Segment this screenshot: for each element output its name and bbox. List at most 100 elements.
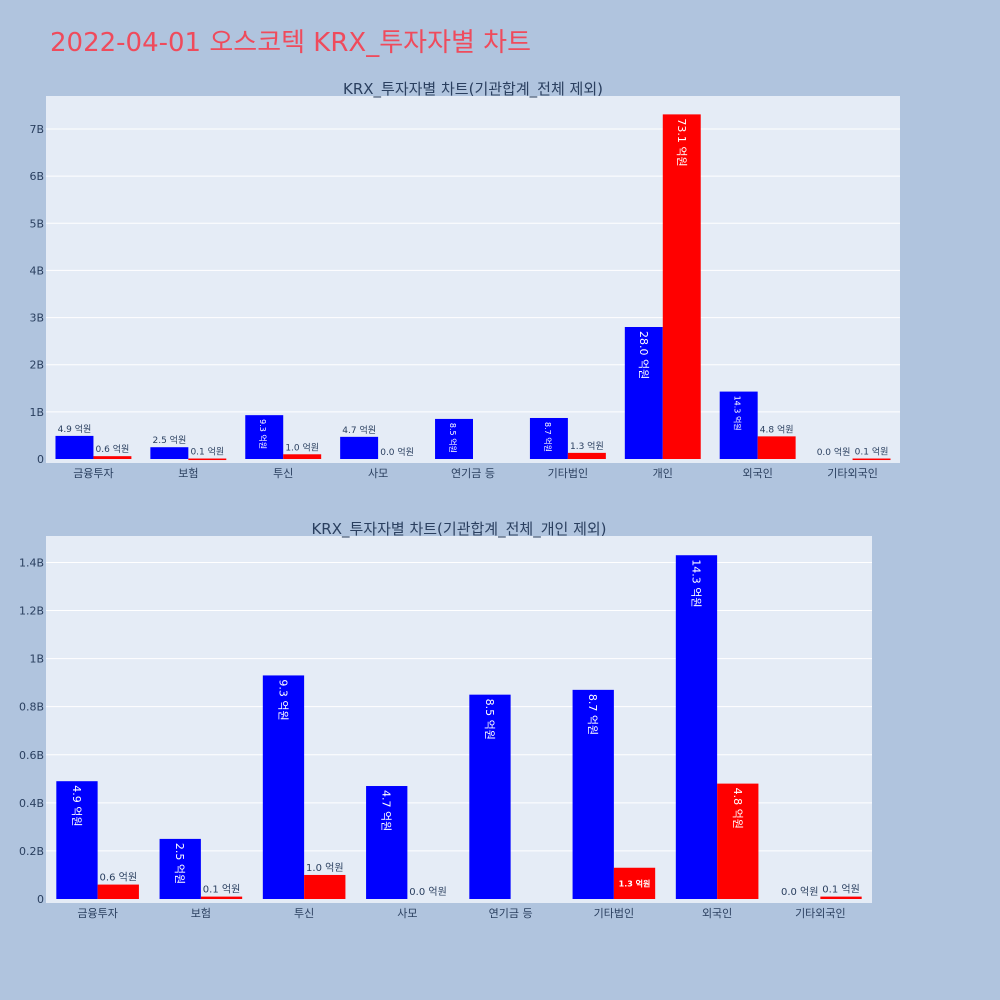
bar-value-label: 0.1 억원	[203, 884, 240, 896]
bar-value-label: 8.5 억원	[483, 699, 496, 740]
bar-value-label: 9.3 억원	[258, 419, 268, 449]
bar-value-label: 8.7 억원	[586, 694, 599, 735]
y-tick-label: 4B	[29, 264, 44, 277]
x-tick-label: 보험	[178, 467, 198, 480]
bar-value-label: 0.1 억원	[190, 446, 224, 458]
bar-value-label: 0.0 억원	[817, 446, 851, 458]
bar	[366, 786, 408, 899]
y-tick-label: 1B	[29, 406, 44, 419]
bar-value-label: 0.6 억원	[100, 872, 137, 884]
x-tick-label: 연기금 등	[451, 467, 495, 480]
bar	[435, 418, 473, 459]
y-tick-label: 1.2B	[19, 605, 44, 618]
y-tick-label: 0.4B	[19, 797, 44, 810]
bar-value-label: 14.3 억원	[689, 559, 702, 607]
bar	[675, 555, 718, 899]
chart-1: 0 1B 2B 3B 4B 5B 6B 7B KRX_투자자별 차트(기관합계_전체 제외) 금융…	[29, 80, 900, 480]
bar	[93, 456, 132, 459]
bar-value-label: 4.7 억원	[342, 424, 376, 436]
x-tick-label: 보험	[191, 907, 211, 920]
y-tick-label: 2B	[29, 359, 44, 372]
bar	[757, 436, 796, 459]
bar-value-label: 28.0 억원	[637, 331, 650, 379]
bar	[200, 896, 243, 899]
y-tick-label: 6B	[29, 170, 44, 183]
bar	[150, 447, 189, 459]
bar	[188, 458, 227, 461]
plot-area	[46, 96, 900, 463]
page-title: 2022-04-01 오스코텍 KRX_투자자별 차트	[50, 28, 532, 58]
bar-value-label: 0.0 억원	[409, 886, 446, 898]
bar	[245, 415, 284, 459]
x-tick-label: 기타법인	[548, 467, 588, 480]
bar	[283, 454, 322, 459]
y-tick-label: 7B	[29, 123, 44, 136]
bar	[159, 838, 201, 899]
bar	[469, 694, 511, 899]
x-tick-label: 투신	[294, 907, 314, 920]
x-tick-label: 기타외국인	[795, 907, 846, 920]
x-tick-label: 개인	[653, 467, 673, 480]
x-tick-label: 기타법인	[594, 907, 634, 920]
bar	[717, 783, 759, 899]
bar-value-label: 0.0 억원	[781, 886, 818, 898]
bar-value-label: 0.1 억원	[855, 446, 889, 458]
bar-value-label: 0.1 억원	[822, 884, 859, 896]
bar-value-label: 1.0 억원	[285, 441, 319, 453]
x-tick-label: 금융투자	[73, 467, 113, 480]
y-tick-label: 0.8B	[19, 701, 44, 714]
y-tick-label: 0	[37, 893, 44, 906]
bar-value-label: 14.3 억원	[733, 396, 743, 431]
bar	[304, 874, 346, 899]
bar-value-label: 2.5 억원	[152, 434, 186, 446]
bar-value-label: 1.3 억원	[570, 440, 604, 452]
y-tick-label: 0.6B	[19, 749, 44, 762]
bar-value-label: 8.7 억원	[543, 422, 553, 452]
chart-2: 0 0.2B 0.4B 0.6B 0.8B 1B 1.2B 1.4B KRX_투자자별 차트(기…	[19, 520, 872, 920]
x-tick-label: 외국인	[702, 907, 732, 920]
bar	[55, 435, 94, 459]
bar	[662, 114, 701, 459]
bar-value-label: 4.8 억원	[760, 423, 794, 435]
y-tick-label: 0	[37, 453, 44, 466]
x-tick-label: 금융투자	[77, 907, 117, 920]
bar-value-label: 0.0 억원	[380, 446, 414, 458]
y-tick-label: 5B	[29, 217, 44, 230]
bar-value-label: 4.7 억원	[380, 790, 393, 831]
bar	[719, 391, 758, 459]
bar-value-label: 4.9 억원	[58, 423, 92, 435]
bar	[97, 884, 139, 899]
bar-value-label: 4.9 억원	[70, 785, 83, 826]
bar	[529, 417, 568, 459]
bar	[820, 896, 862, 899]
bar	[340, 436, 379, 459]
y-tick-label: 1B	[29, 653, 44, 666]
bar	[262, 675, 305, 899]
bar-value-label: 2.5 억원	[173, 843, 186, 884]
x-tick-label: 기타외국인	[827, 467, 878, 480]
y-tick-label: 0.2B	[19, 845, 44, 858]
chart-title: KRX_투자자별 차트(기관합계_전체 제외)	[343, 80, 603, 99]
bar	[567, 452, 606, 459]
bar	[624, 327, 663, 459]
bar	[613, 867, 656, 899]
x-tick-label: 외국인	[742, 467, 772, 480]
chart-title: KRX_투자자별 차트(기관합계_전체_개인 제외)	[311, 520, 606, 539]
bar-value-label: 1.0 억원	[306, 862, 343, 874]
x-tick-label: 연기금 등	[489, 907, 533, 920]
y-tick-label: 3B	[29, 312, 44, 325]
bar-value-label: 8.5 억원	[448, 423, 458, 453]
bar-value-label: 4.8 억원	[731, 788, 744, 829]
bar-value-label: 1.3 억원	[619, 878, 651, 888]
x-tick-label: 사모	[368, 467, 388, 480]
bar-value-label: 0.6 억원	[96, 443, 130, 455]
x-tick-label: 사모	[397, 907, 417, 920]
y-tick-label: 1.4B	[19, 556, 44, 569]
bar-value-label: 73.1 억원	[675, 118, 688, 166]
x-tick-label: 투신	[273, 467, 293, 480]
bar	[572, 689, 614, 899]
bar	[852, 458, 891, 461]
bar-value-label: 9.3 억원	[276, 679, 289, 720]
bar	[56, 781, 98, 899]
